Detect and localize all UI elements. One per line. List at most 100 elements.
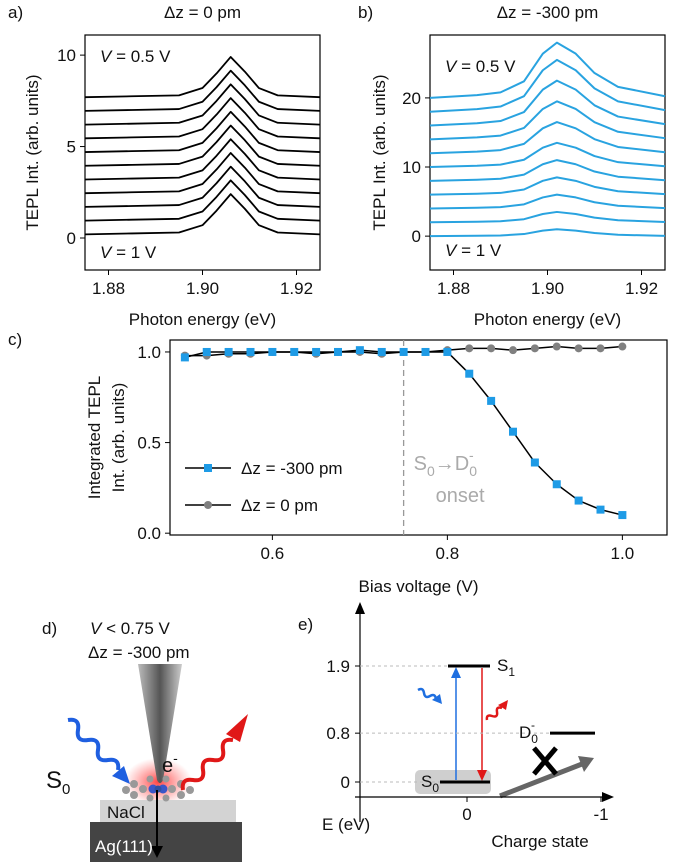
y-tick-label: 1.9 [326,657,350,676]
marker [487,396,496,405]
y-tick-label: 5 [67,138,76,157]
annotation: V = 1 V [445,241,502,260]
panel-label: b) [358,3,373,22]
y-axis-label: TEPL Int. (arb. units) [370,74,389,230]
blocked-mark [532,746,558,776]
series-line [429,176,666,196]
electron-label: e- [162,750,178,777]
text-part: 0 [427,463,435,479]
marker [465,344,474,353]
series-line [84,69,321,112]
text-part: V [445,57,458,76]
arrow-head [112,766,130,784]
text-part: 1 [508,665,515,679]
marker [224,347,233,356]
arrow-head [226,714,248,742]
series-line [84,193,321,236]
level-label: D0- [519,718,538,746]
text-part: V [90,619,103,638]
x-tick-label: 0.6 [261,544,285,563]
text-part: 0 [432,781,439,795]
text-part: < 0.75 V [101,619,170,638]
x-tick-label: 0.8 [436,544,460,563]
series-line [84,97,321,140]
series-line [84,138,321,181]
marker [204,501,212,509]
series-line [429,193,666,210]
series-line [429,100,666,141]
y-tick-label: 0 [67,229,76,248]
x-tick-label: 1.0 [611,544,635,563]
plot-frame [169,339,668,536]
text-part: S [497,656,508,675]
emitted-photon [180,737,234,791]
y-tick-label: 0 [341,773,350,792]
panel-d: d) V < 0.75 V Δz = -300 pm S0 e- NaCl Ag… [42,619,248,862]
photon-icon [417,687,438,700]
x-tick-label: 1.88 [92,279,125,298]
text-part: = 1 V [456,241,502,260]
marker [530,344,539,353]
x-axis-label: Bias voltage (V) [359,577,479,596]
text-part: 0 [62,781,70,798]
x-tick-label: 1.90 [186,279,219,298]
layer-label: NaCl [107,803,145,822]
y-axis-label: TEPL Int. (arb. units) [23,74,42,230]
series-line [429,58,666,113]
text-part: D [519,723,531,742]
arrow-head [477,770,487,781]
y-tick-label: 0.5 [137,434,161,453]
series-line [429,159,666,182]
marker [509,427,517,436]
annotation: V = 0.5 V [445,57,516,76]
arrow-head [578,756,594,772]
incident-photon [67,717,121,771]
marker [574,344,583,353]
text-part: - [173,750,178,766]
y-tick-label: 1.0 [137,343,161,362]
text-part: S [414,453,427,475]
x-tick-label: 1.92 [280,279,313,298]
y-axis-label: E (eV) [322,815,370,834]
text-part: = 0.5 V [456,57,516,76]
text-part: V [100,243,113,262]
state-label: S0 [46,767,70,798]
marker [268,347,277,356]
arrow-head [355,602,365,614]
series-line [429,141,666,169]
text-part: - [469,447,474,463]
marker [618,511,627,520]
series-line [84,152,321,195]
blocked-arrow [499,761,583,799]
y-tick-label: 20 [402,89,421,108]
x-tick-label: 1.88 [437,279,470,298]
arrow-head [432,694,442,704]
y-tick-label: 10 [57,46,76,65]
tip-height: Δz = -300 pm [88,643,190,662]
text-part: = 0.5 V [111,47,171,66]
x-tick-label: 1.92 [625,279,658,298]
marker [355,346,364,355]
marker [180,353,189,362]
x-tick-label: 0 [462,805,471,824]
panel-label: d) [42,619,57,638]
text-part: = 1 V [111,243,157,262]
text-part: V [445,241,458,260]
series-line [84,179,321,222]
silver-layer [90,822,242,862]
marker [552,342,561,351]
text-part: S [46,767,62,794]
marker [574,496,583,505]
marker [443,347,452,356]
marker [487,344,496,353]
text-part: - [531,718,535,732]
marker [290,347,299,356]
marker [530,458,539,467]
marker [465,369,474,378]
panel-label: c) [8,330,22,349]
series-line [84,110,321,153]
marker [509,346,517,355]
x-axis-label: Charge state [491,832,588,851]
nacl-layer [100,800,236,822]
